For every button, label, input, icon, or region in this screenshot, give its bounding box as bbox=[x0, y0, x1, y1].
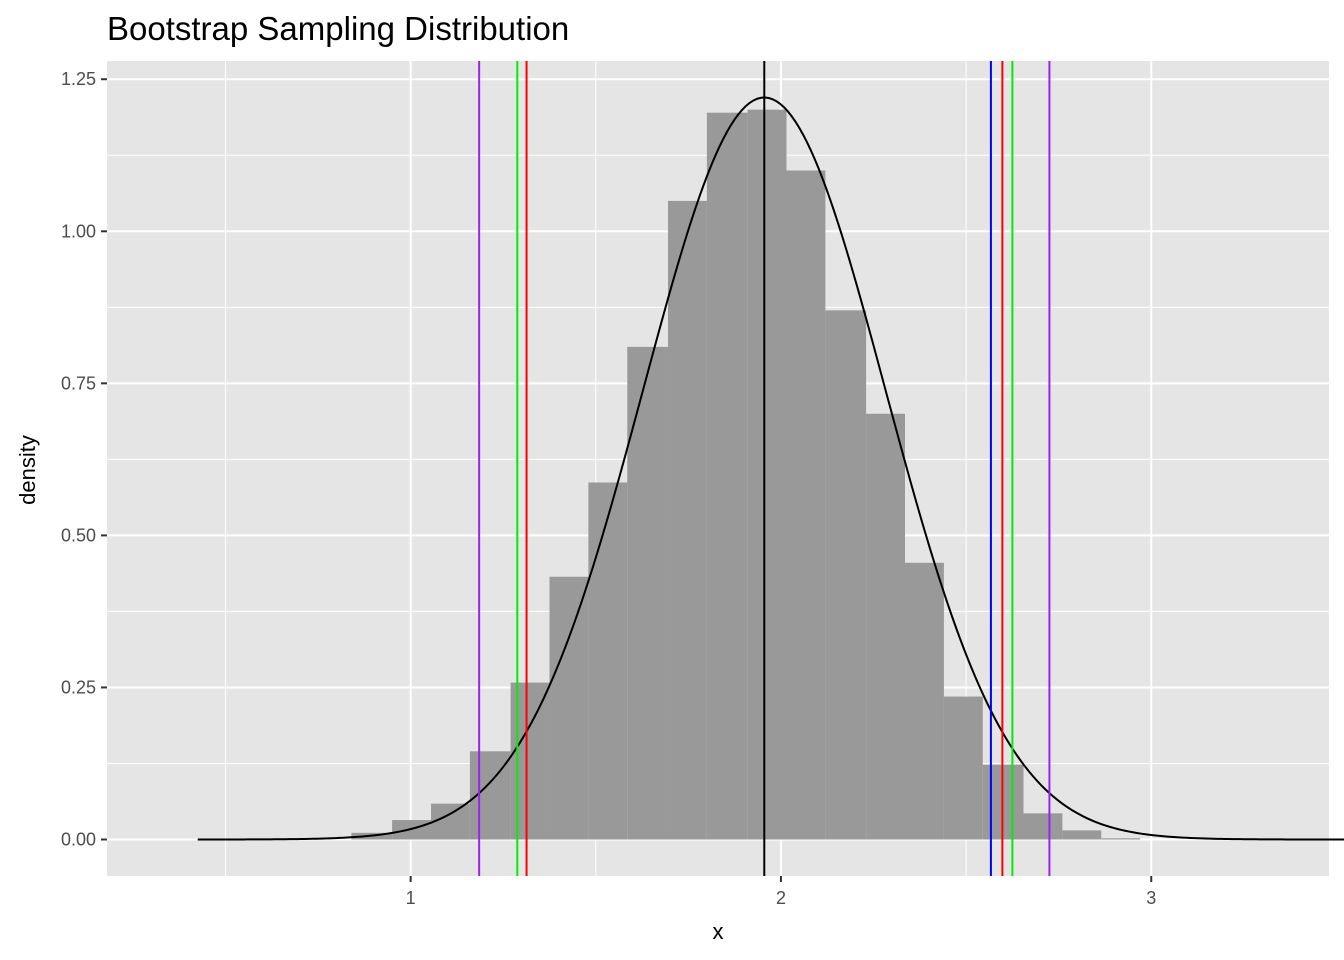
y-axis: 0.00 0.25 0.50 0.75 1.00 1.25 bbox=[61, 69, 107, 850]
histogram-bar bbox=[905, 562, 944, 840]
y-tick-label: 1.25 bbox=[61, 69, 96, 89]
histogram-bar bbox=[1062, 830, 1102, 840]
density-curve bbox=[197, 96, 1344, 841]
chart-title: Bootstrap Sampling Distribution bbox=[107, 10, 569, 47]
y-axis-title: density bbox=[15, 435, 40, 505]
histogram-bar bbox=[1023, 813, 1063, 840]
histogram-bar bbox=[1101, 838, 1141, 840]
histogram-bar bbox=[943, 696, 983, 840]
histogram-bar bbox=[866, 413, 906, 840]
density-curve-layer bbox=[197, 96, 1344, 841]
histogram-bar bbox=[706, 112, 748, 840]
y-tick-label: 0.50 bbox=[61, 525, 96, 545]
histogram-bar bbox=[825, 310, 867, 840]
x-axis-title: x bbox=[713, 919, 724, 944]
y-tick-label: 1.00 bbox=[61, 221, 96, 241]
y-tick-label: 0.25 bbox=[61, 677, 96, 697]
y-tick-label: 0.00 bbox=[61, 830, 96, 850]
histogram-bars bbox=[351, 109, 1141, 840]
histogram-bar bbox=[588, 482, 628, 840]
y-tick-label: 0.75 bbox=[61, 373, 96, 393]
histogram-bar bbox=[747, 109, 787, 840]
histogram-bar bbox=[668, 200, 707, 840]
histogram-bar bbox=[431, 803, 470, 840]
vertical-lines bbox=[478, 61, 1051, 876]
histogram-bar bbox=[627, 346, 669, 840]
x-tick-label: 1 bbox=[406, 888, 416, 908]
histogram-bar bbox=[549, 576, 589, 840]
x-tick-label: 2 bbox=[776, 888, 786, 908]
x-tick-label: 3 bbox=[1146, 888, 1156, 908]
x-axis: 1 2 3 bbox=[406, 876, 1156, 908]
histogram-bar bbox=[786, 170, 826, 840]
